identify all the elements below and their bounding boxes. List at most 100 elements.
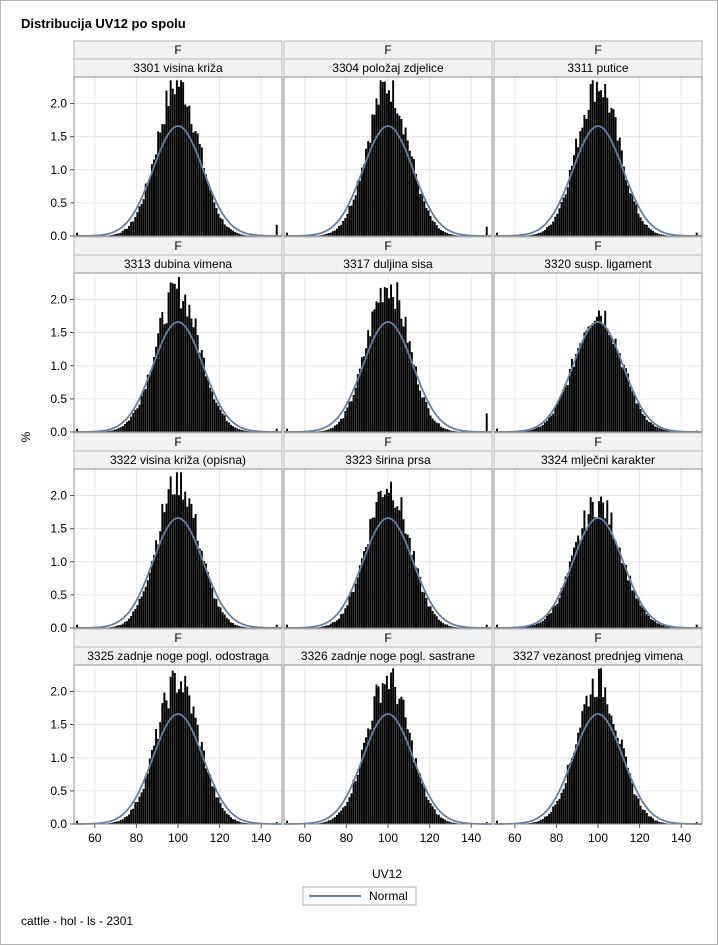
- histogram-bar: [561, 202, 563, 236]
- histogram-bar: [215, 599, 217, 628]
- histogram-bar: [371, 311, 373, 432]
- histogram-bar: [440, 427, 442, 432]
- histogram-bar: [442, 428, 444, 432]
- histogram-bar: [405, 717, 407, 824]
- histogram-bar: [629, 386, 631, 432]
- histogram-bar: [430, 415, 432, 432]
- histogram-bar: [442, 623, 444, 628]
- histogram-bar: [357, 577, 359, 628]
- histogram-bar: [413, 762, 415, 824]
- histogram-bar: [565, 384, 567, 432]
- histogram-bar: [132, 611, 134, 628]
- histogram-bar: [633, 590, 635, 628]
- panel-sex-label: F: [174, 43, 181, 57]
- histogram-bar: [163, 693, 165, 824]
- histogram-bar: [644, 810, 646, 824]
- histogram-bar: [176, 289, 178, 432]
- histogram-bar: [138, 599, 140, 628]
- histogram-bar: [600, 90, 602, 236]
- histogram-bar: [419, 577, 421, 628]
- histogram-bar: [207, 182, 209, 236]
- histogram-bar: [640, 409, 642, 432]
- histogram-bar: [380, 288, 382, 432]
- histogram-bar: [608, 113, 610, 236]
- histogram-bar: [188, 695, 190, 824]
- histogram-bar: [124, 817, 126, 824]
- histogram-bar: [394, 508, 396, 628]
- histogram-bar: [369, 729, 371, 824]
- histogram-bar: [561, 588, 563, 628]
- histogram-bar: [428, 607, 430, 628]
- histogram-bar: [558, 799, 560, 824]
- histogram-bar: [638, 798, 640, 824]
- histogram-bar: [615, 730, 617, 824]
- histogram-bar: [193, 706, 195, 824]
- y-tick-label: 0.5: [50, 588, 67, 602]
- histogram-bar: [373, 115, 375, 236]
- x-tick-label: 60: [298, 831, 312, 845]
- histogram-bar: [161, 312, 163, 432]
- y-tick-label: 1.5: [50, 130, 67, 144]
- histogram-bar: [141, 596, 143, 628]
- histogram-bar: [382, 683, 384, 824]
- histogram-bar: [598, 91, 600, 236]
- histogram-bar: [357, 775, 359, 824]
- histogram-bar: [542, 621, 544, 628]
- panel-sex-label: F: [384, 239, 391, 253]
- histogram-bar: [403, 700, 405, 824]
- y-tick-label: 0.0: [50, 621, 67, 635]
- histogram-bar: [332, 622, 334, 628]
- histogram-bar: [394, 687, 396, 824]
- histogram-bar: [184, 295, 186, 432]
- histogram-bar: [172, 671, 174, 824]
- histogram-bar: [544, 817, 546, 824]
- histogram-bar: [215, 208, 217, 236]
- histogram-bar: [346, 408, 348, 432]
- histogram-bar: [550, 613, 552, 628]
- histogram-bar: [615, 339, 617, 432]
- panel-trait-label: 3324 mlječni karakter: [541, 453, 655, 467]
- histogram-bar: [132, 809, 134, 824]
- histogram-bar: [224, 224, 226, 236]
- histogram-bar: [147, 773, 149, 824]
- x-tick-label: 60: [88, 831, 102, 845]
- histogram-bar: [567, 187, 569, 236]
- histogram-bar: [369, 143, 371, 236]
- histogram-bar: [130, 616, 132, 628]
- panel-sex-label: F: [174, 239, 181, 253]
- histogram-bar: [542, 819, 544, 824]
- histogram-bar: [646, 225, 648, 236]
- histogram-bar: [161, 703, 163, 824]
- y-tick-label: 0.5: [50, 392, 67, 406]
- histogram-bar: [363, 165, 365, 236]
- histogram-bar: [172, 283, 174, 432]
- histogram-bar: [540, 820, 542, 824]
- histogram-bar: [226, 814, 228, 824]
- histogram-bar: [234, 820, 236, 824]
- histogram-bar: [552, 414, 554, 432]
- histogram-bar: [220, 607, 222, 628]
- histogram-bar: [382, 82, 384, 236]
- histogram-bar: [136, 408, 138, 432]
- histogram-bar: [563, 586, 565, 628]
- histogram-bar: [552, 607, 554, 628]
- histogram-bar: [430, 216, 432, 236]
- histogram-bar: [163, 512, 165, 628]
- histogram-bar: [627, 185, 629, 236]
- histogram-bar: [444, 624, 446, 628]
- histogram-bar: [388, 689, 390, 824]
- histogram-bar: [172, 494, 174, 628]
- histogram-bar: [218, 214, 220, 236]
- histogram-bar: [336, 620, 338, 628]
- histogram-bar: [652, 620, 654, 628]
- histogram-bar: [544, 619, 546, 628]
- histogram-bar: [405, 534, 407, 628]
- histogram-bar: [642, 221, 644, 236]
- histogram-bar: [188, 498, 190, 628]
- histogram-bar: [336, 424, 338, 432]
- histogram-bar: [207, 772, 209, 824]
- histogram-bar: [586, 696, 588, 824]
- histogram-bar: [644, 610, 646, 628]
- histogram-bar: [365, 547, 367, 628]
